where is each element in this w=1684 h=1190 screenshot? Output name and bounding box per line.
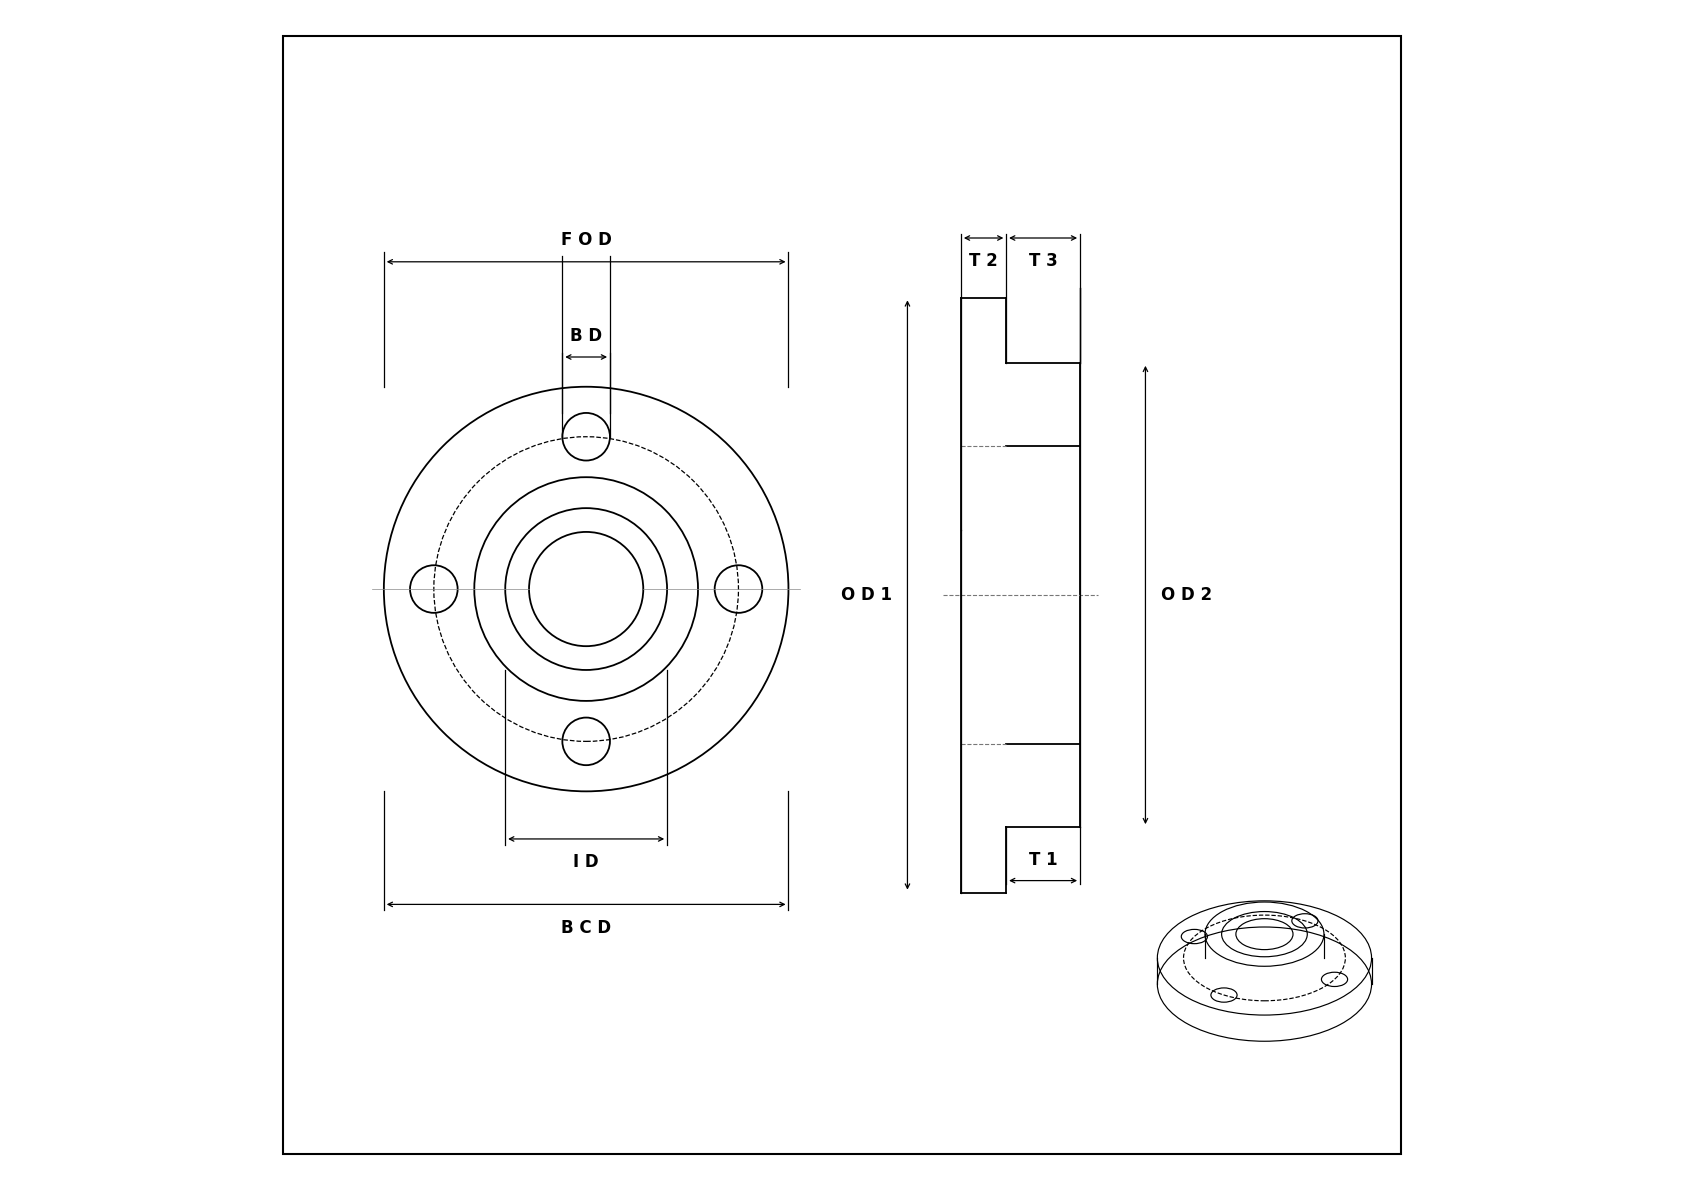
Text: B D: B D bbox=[571, 327, 603, 345]
Text: T 3: T 3 bbox=[1029, 252, 1058, 270]
Text: B C D: B C D bbox=[561, 919, 611, 937]
Text: F O D: F O D bbox=[561, 231, 611, 249]
Text: O D 1: O D 1 bbox=[840, 585, 893, 605]
Text: O D 2: O D 2 bbox=[1160, 585, 1212, 605]
Text: I D: I D bbox=[573, 853, 600, 871]
Text: T 2: T 2 bbox=[970, 252, 999, 270]
Text: T 1: T 1 bbox=[1029, 851, 1058, 869]
